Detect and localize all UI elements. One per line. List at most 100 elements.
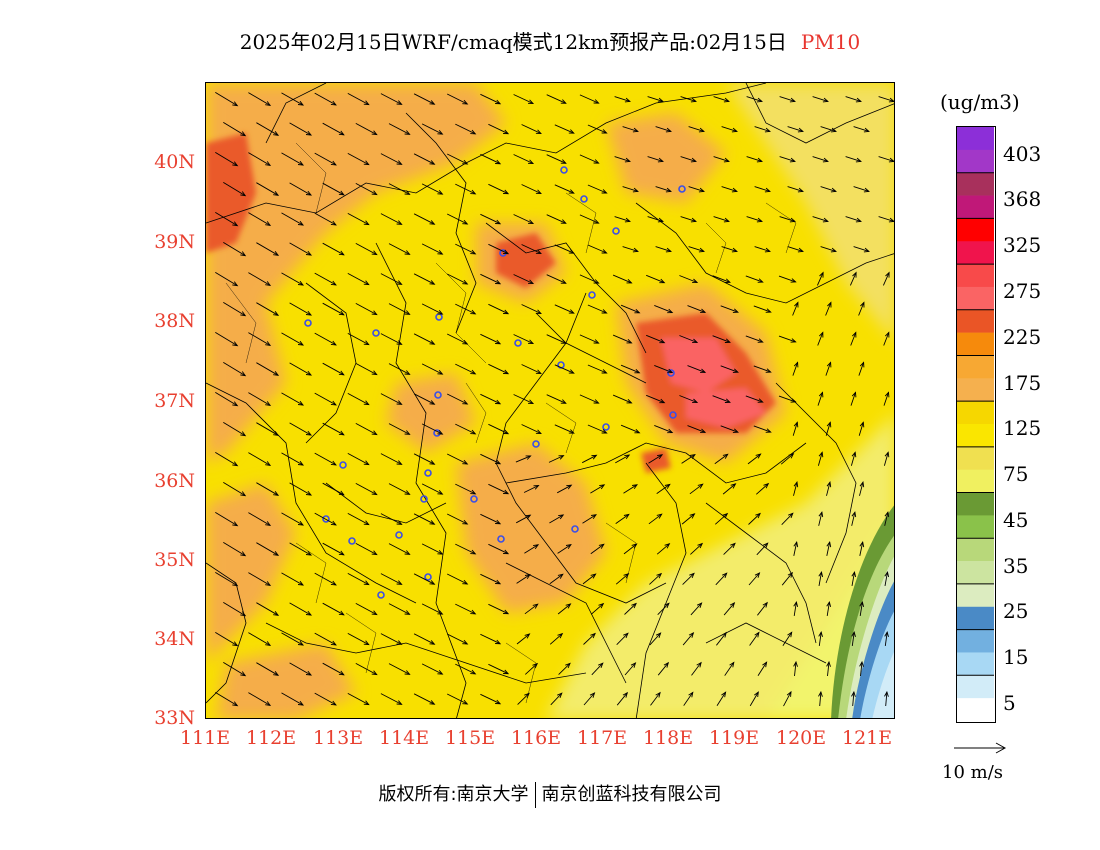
wind-arrow-head xyxy=(495,159,502,165)
wind-arrow xyxy=(289,362,312,376)
wind-arrow-head xyxy=(665,127,672,133)
county-borders xyxy=(225,142,797,704)
legend-swatch xyxy=(957,469,994,493)
lon-label-120: 120E xyxy=(776,727,827,749)
wind-arrow-head xyxy=(371,670,378,676)
wind-arrow xyxy=(413,513,435,525)
wind-arrow-head xyxy=(729,661,735,668)
wind-arrow xyxy=(314,92,337,106)
wind-arrow xyxy=(347,513,369,525)
wind-arrow-head xyxy=(533,484,540,490)
wind-arrow-head xyxy=(790,398,797,403)
wind-arrow-head xyxy=(601,429,608,434)
wind-arrow-head xyxy=(754,572,761,578)
wind-arrow xyxy=(513,334,534,344)
wind-arrow xyxy=(446,273,468,285)
reference-vector-label: 10 m/s xyxy=(942,762,1003,783)
wind-arrow-head xyxy=(568,429,575,434)
wind-arrow-head xyxy=(265,281,272,286)
wind-arrow xyxy=(388,663,410,675)
wind-arrow-head xyxy=(851,451,857,458)
wind-arrow-head xyxy=(404,370,411,375)
wind-arrow xyxy=(748,513,761,525)
wind-arrow-head xyxy=(297,400,305,406)
legend-swatch xyxy=(957,652,994,676)
wind-arrow-head xyxy=(659,338,666,344)
wind-arrow xyxy=(256,122,279,136)
wind-arrow xyxy=(256,362,279,376)
wind-arrow-head xyxy=(656,513,663,519)
wind-arrow-head xyxy=(437,130,444,135)
wind-arrow-head xyxy=(404,550,411,555)
wind-arrow xyxy=(712,395,731,403)
wind-arrow-head xyxy=(692,338,699,344)
wind-arrow-head xyxy=(232,701,239,707)
wind-arrow xyxy=(647,156,664,162)
wind-arrow-head xyxy=(601,369,608,374)
wind-arrow xyxy=(851,572,855,586)
wind-arrow xyxy=(289,122,312,136)
wind-arrow xyxy=(488,423,509,435)
wind-arrow-head xyxy=(404,310,411,315)
wind-arrow xyxy=(859,542,864,556)
wind-arrow xyxy=(413,93,435,105)
wind-arrow xyxy=(421,423,443,435)
wind-arrow xyxy=(549,633,563,645)
wind-arrow xyxy=(248,392,271,406)
wind-arrow-head xyxy=(330,520,337,526)
wind-arrow xyxy=(355,243,377,255)
wind-arrow xyxy=(623,484,638,494)
legend-swatch xyxy=(957,561,994,585)
wind-arrow-head xyxy=(763,542,769,549)
wind-arrow-head xyxy=(632,127,639,133)
wind-arrow-head xyxy=(297,220,305,226)
wind-arrow xyxy=(787,246,804,252)
wind-arrow-head xyxy=(265,701,272,706)
wind-arrow-head xyxy=(830,247,837,253)
copyright-separator xyxy=(534,782,536,808)
wind-arrow xyxy=(256,542,279,556)
wind-arrow-head xyxy=(626,398,633,404)
wind-arrow-head xyxy=(659,278,666,284)
legend-label-15: 15 xyxy=(1003,645,1029,669)
wind-arrow-head xyxy=(437,430,444,435)
wind-arrow xyxy=(778,335,796,343)
wind-arrow-head xyxy=(732,428,739,433)
wind-arrow xyxy=(587,184,607,194)
legend-swatch xyxy=(957,355,994,379)
wind-arrow xyxy=(223,242,246,256)
wind-arrow xyxy=(748,572,760,586)
wind-arrow-head xyxy=(240,551,247,557)
wind-arrow-head xyxy=(495,339,502,345)
wind-arrow xyxy=(623,543,637,555)
wind-arrow-head xyxy=(265,581,272,586)
wind-arrow xyxy=(256,422,279,436)
wind-arrow xyxy=(455,303,476,315)
wind-arrow xyxy=(248,452,271,466)
wind-arrow xyxy=(480,393,501,405)
wind-arrow-head xyxy=(793,481,799,488)
wind-arrow-head xyxy=(429,220,436,225)
wind-arrow-head xyxy=(723,217,730,223)
wind-arrow-head xyxy=(827,301,832,308)
wind-arrow xyxy=(620,304,640,314)
wind-arrow-head xyxy=(535,429,542,434)
wind-arrow-head xyxy=(859,540,865,548)
wind-arrow xyxy=(517,693,530,705)
wind-arrow xyxy=(582,514,597,524)
wind-arrow-head xyxy=(240,371,247,377)
wind-arrow xyxy=(322,182,345,196)
wind-arrow-head xyxy=(851,391,857,398)
wind-arrow xyxy=(513,154,534,164)
wind-arrow-head xyxy=(624,97,631,103)
wind-arrow-head xyxy=(297,340,305,346)
wind-arrow-head xyxy=(793,540,799,548)
wind-arrow-head xyxy=(437,550,444,555)
wind-arrow xyxy=(851,512,856,526)
wind-arrow xyxy=(624,662,636,676)
wind-arrow xyxy=(714,453,728,465)
wind-arrow xyxy=(723,543,736,555)
wind-arrow xyxy=(413,273,435,285)
wind-arrow xyxy=(845,216,862,222)
wind-arrow-head xyxy=(363,640,370,646)
